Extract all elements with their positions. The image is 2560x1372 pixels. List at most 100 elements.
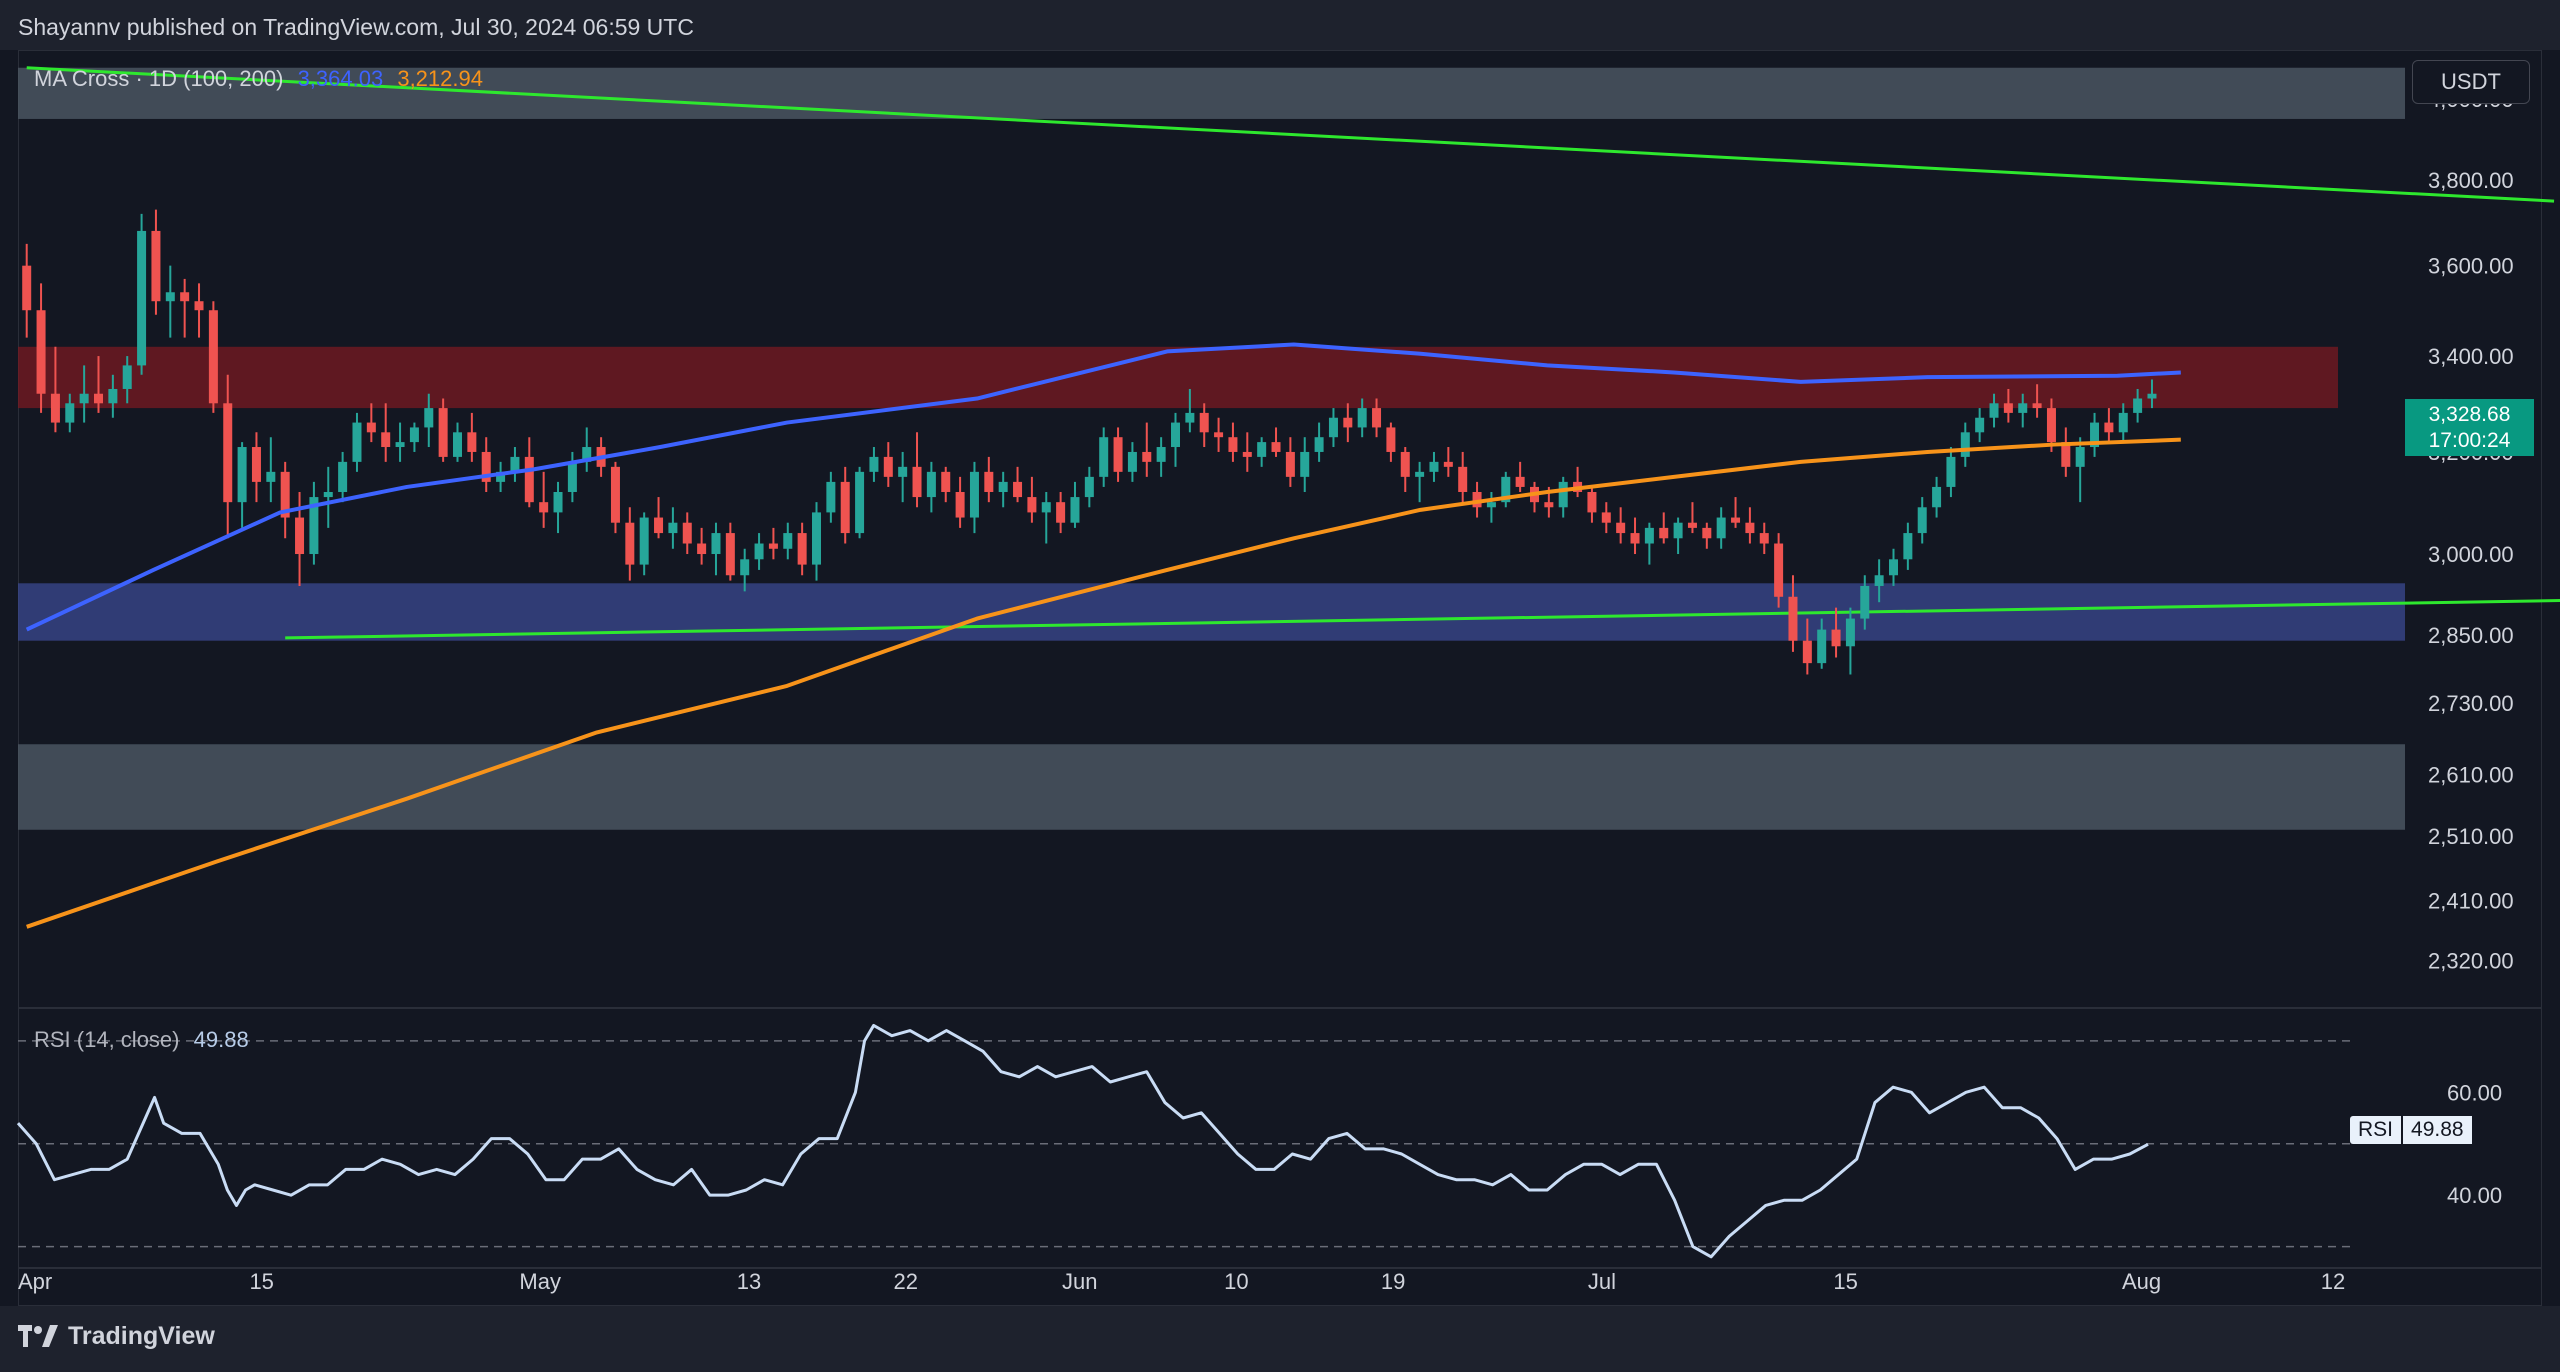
candle bbox=[1084, 466, 1094, 508]
candle bbox=[2090, 412, 2100, 457]
candle-body bbox=[467, 432, 477, 452]
trendlines-layer bbox=[26, 66, 2560, 640]
candle bbox=[194, 283, 204, 338]
lower-grey-zone bbox=[18, 744, 2405, 830]
candle bbox=[1099, 427, 1109, 487]
candle bbox=[496, 461, 506, 492]
candle bbox=[1400, 447, 1410, 492]
currency-button[interactable]: USDT bbox=[2412, 60, 2530, 104]
candle bbox=[438, 398, 448, 462]
candle bbox=[912, 432, 922, 508]
candle bbox=[137, 213, 147, 375]
candle bbox=[1716, 507, 1726, 549]
candle bbox=[1903, 522, 1913, 570]
tradingview-logo[interactable]: TradingView bbox=[18, 1322, 215, 1351]
candle-body bbox=[1084, 476, 1094, 498]
candle-body bbox=[1788, 596, 1798, 641]
candle bbox=[883, 442, 893, 487]
candle bbox=[1486, 491, 1496, 523]
candle bbox=[409, 422, 419, 452]
candle-body bbox=[840, 481, 850, 534]
candle bbox=[1587, 486, 1597, 523]
candle-body bbox=[553, 491, 563, 513]
candle-body bbox=[1113, 437, 1123, 472]
candle bbox=[697, 527, 707, 565]
candle-body bbox=[2118, 412, 2128, 433]
candle-body bbox=[1242, 451, 1252, 457]
candle bbox=[1027, 476, 1037, 523]
candle bbox=[1616, 507, 1626, 544]
candle-body bbox=[395, 442, 405, 448]
candle bbox=[539, 471, 549, 528]
candle bbox=[1759, 522, 1769, 555]
candle-body bbox=[1716, 517, 1726, 539]
candle-body bbox=[352, 422, 362, 462]
rsi-value-tag: RSI 49.88 bbox=[2350, 1115, 2472, 1145]
candle-body bbox=[409, 427, 419, 443]
candle-body bbox=[237, 447, 247, 503]
candle-body bbox=[323, 491, 333, 498]
candle-body bbox=[223, 403, 233, 503]
time-tick-label: May bbox=[519, 1269, 561, 1294]
candle bbox=[1731, 497, 1741, 528]
price-tick-label: 2,510.00 bbox=[2428, 824, 2514, 849]
candle bbox=[1989, 393, 1999, 428]
rsi-legend[interactable]: RSI (14, close) 49.88 bbox=[34, 1027, 249, 1053]
price-tick-label: 3,400.00 bbox=[2428, 344, 2514, 369]
candle bbox=[208, 301, 218, 413]
candle-body bbox=[1644, 527, 1654, 544]
candle bbox=[1888, 548, 1898, 586]
candle-body bbox=[740, 559, 750, 576]
candle-body bbox=[1257, 442, 1267, 457]
header-bar: Shayannv published on TradingView.com, J… bbox=[0, 0, 2560, 50]
candle bbox=[2003, 388, 2013, 423]
candle bbox=[1673, 517, 1683, 555]
candle-body bbox=[1975, 417, 1985, 433]
candle-body bbox=[998, 481, 1008, 492]
candle-body bbox=[2104, 422, 2114, 433]
candle-body bbox=[682, 522, 692, 544]
candle bbox=[1845, 607, 1855, 675]
time-tick-label: 15 bbox=[249, 1269, 273, 1294]
candle-body bbox=[582, 447, 592, 462]
candle bbox=[2118, 403, 2128, 443]
price-tick-label: 2,610.00 bbox=[2428, 762, 2514, 787]
candle bbox=[1831, 607, 1841, 658]
candle-body bbox=[912, 466, 922, 498]
time-tick-label: 19 bbox=[1381, 1269, 1405, 1294]
candle-body bbox=[1142, 451, 1152, 462]
candle bbox=[251, 432, 261, 503]
candle bbox=[1515, 461, 1525, 492]
candle bbox=[1601, 502, 1611, 534]
candle bbox=[998, 471, 1008, 508]
candle bbox=[2147, 379, 2157, 409]
candle-body bbox=[151, 230, 161, 302]
candle-body bbox=[1860, 585, 1870, 619]
candle bbox=[941, 466, 951, 503]
candle bbox=[22, 243, 32, 338]
rsi-layer: 60.00 40.00 bbox=[16, 1023, 2502, 1259]
candle bbox=[1630, 517, 1640, 555]
candle bbox=[1127, 442, 1137, 482]
rsi-label: RSI (14, close) bbox=[34, 1027, 180, 1052]
time-tick-label: 13 bbox=[737, 1269, 761, 1294]
candle bbox=[510, 447, 520, 482]
price-tick-label: 2,410.00 bbox=[2428, 888, 2514, 913]
candle-body bbox=[481, 451, 491, 482]
candle-body bbox=[883, 456, 893, 477]
candle bbox=[2104, 408, 2114, 443]
candle-body bbox=[366, 422, 376, 433]
candle-body bbox=[1903, 533, 1913, 560]
candle-body bbox=[1185, 412, 1195, 423]
ma-cross-legend[interactable]: MA Cross · 1D (100, 200) 3,364.03 3,212.… bbox=[34, 66, 483, 92]
candle-body bbox=[1501, 476, 1511, 503]
candle bbox=[1285, 437, 1295, 487]
candle-body bbox=[1070, 497, 1080, 523]
candle-body bbox=[1214, 432, 1224, 438]
candle-body bbox=[1027, 497, 1037, 513]
candle bbox=[36, 283, 46, 413]
chart-frame bbox=[18, 50, 2542, 1306]
candle bbox=[1386, 422, 1396, 462]
candle bbox=[1644, 522, 1654, 565]
